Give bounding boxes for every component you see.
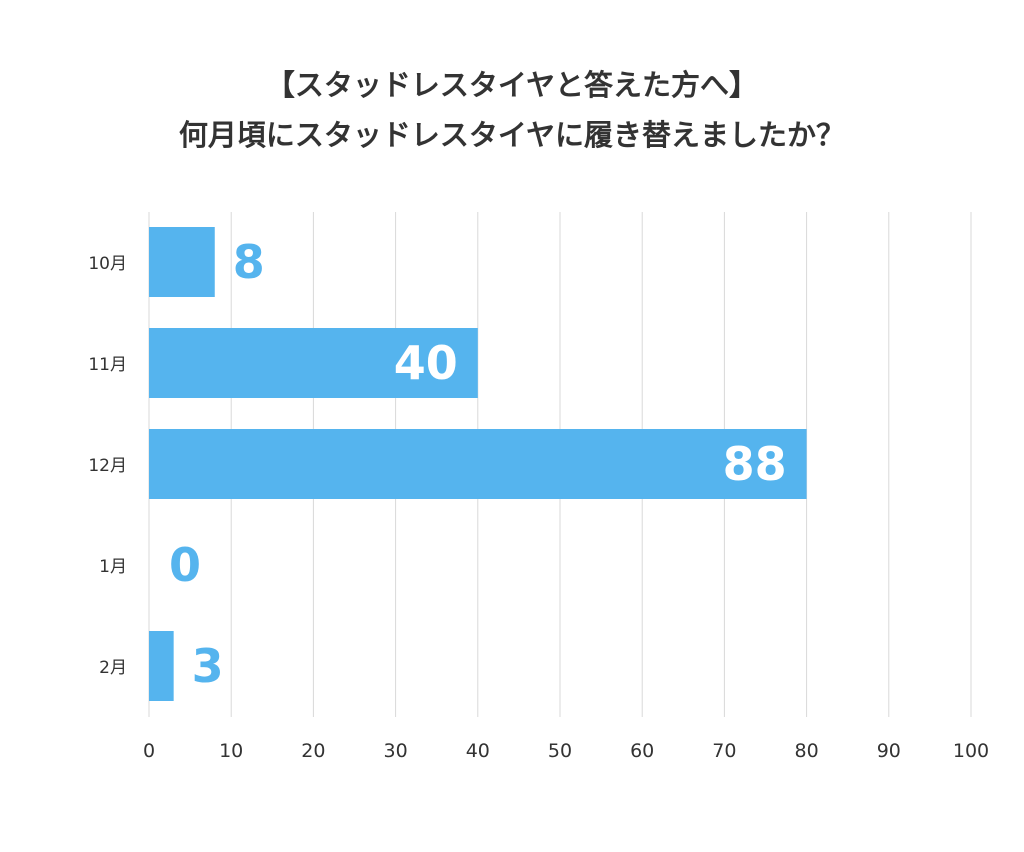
y-tick-label: 2月: [99, 658, 127, 678]
y-tick-label: 11月: [88, 355, 127, 375]
chart-title-line-2: 何月頃にスタッドレスタイヤに履き替えましたか？: [178, 118, 846, 152]
x-tick-label: 10: [219, 740, 243, 762]
x-tick-label: 70: [712, 740, 736, 762]
x-tick-label: 40: [466, 740, 490, 762]
x-tick-label: 0: [143, 740, 155, 762]
data-label: 0: [169, 538, 201, 592]
y-tick-label: 1月: [99, 557, 127, 577]
x-tick-label: 90: [877, 740, 901, 762]
data-label: 3: [192, 639, 224, 693]
bar: [149, 227, 215, 297]
x-tick-label: 50: [548, 740, 572, 762]
x-tick-label: 80: [795, 740, 819, 762]
bar: [149, 328, 478, 398]
chart-title-line-1: 【スタッドレスタイヤと答えた方へ】: [265, 68, 759, 102]
y-tick-label: 12月: [88, 456, 127, 476]
y-tick-label: 10月: [88, 254, 127, 274]
data-label: 40: [394, 336, 458, 390]
x-tick-label: 30: [384, 740, 408, 762]
data-label: 8: [233, 235, 265, 289]
bar: [149, 429, 807, 499]
x-tick-label: 20: [301, 740, 325, 762]
x-tick-label: 100: [953, 740, 989, 762]
data-label: 88: [723, 437, 787, 491]
x-tick-label: 60: [630, 740, 654, 762]
bar: [149, 631, 174, 701]
